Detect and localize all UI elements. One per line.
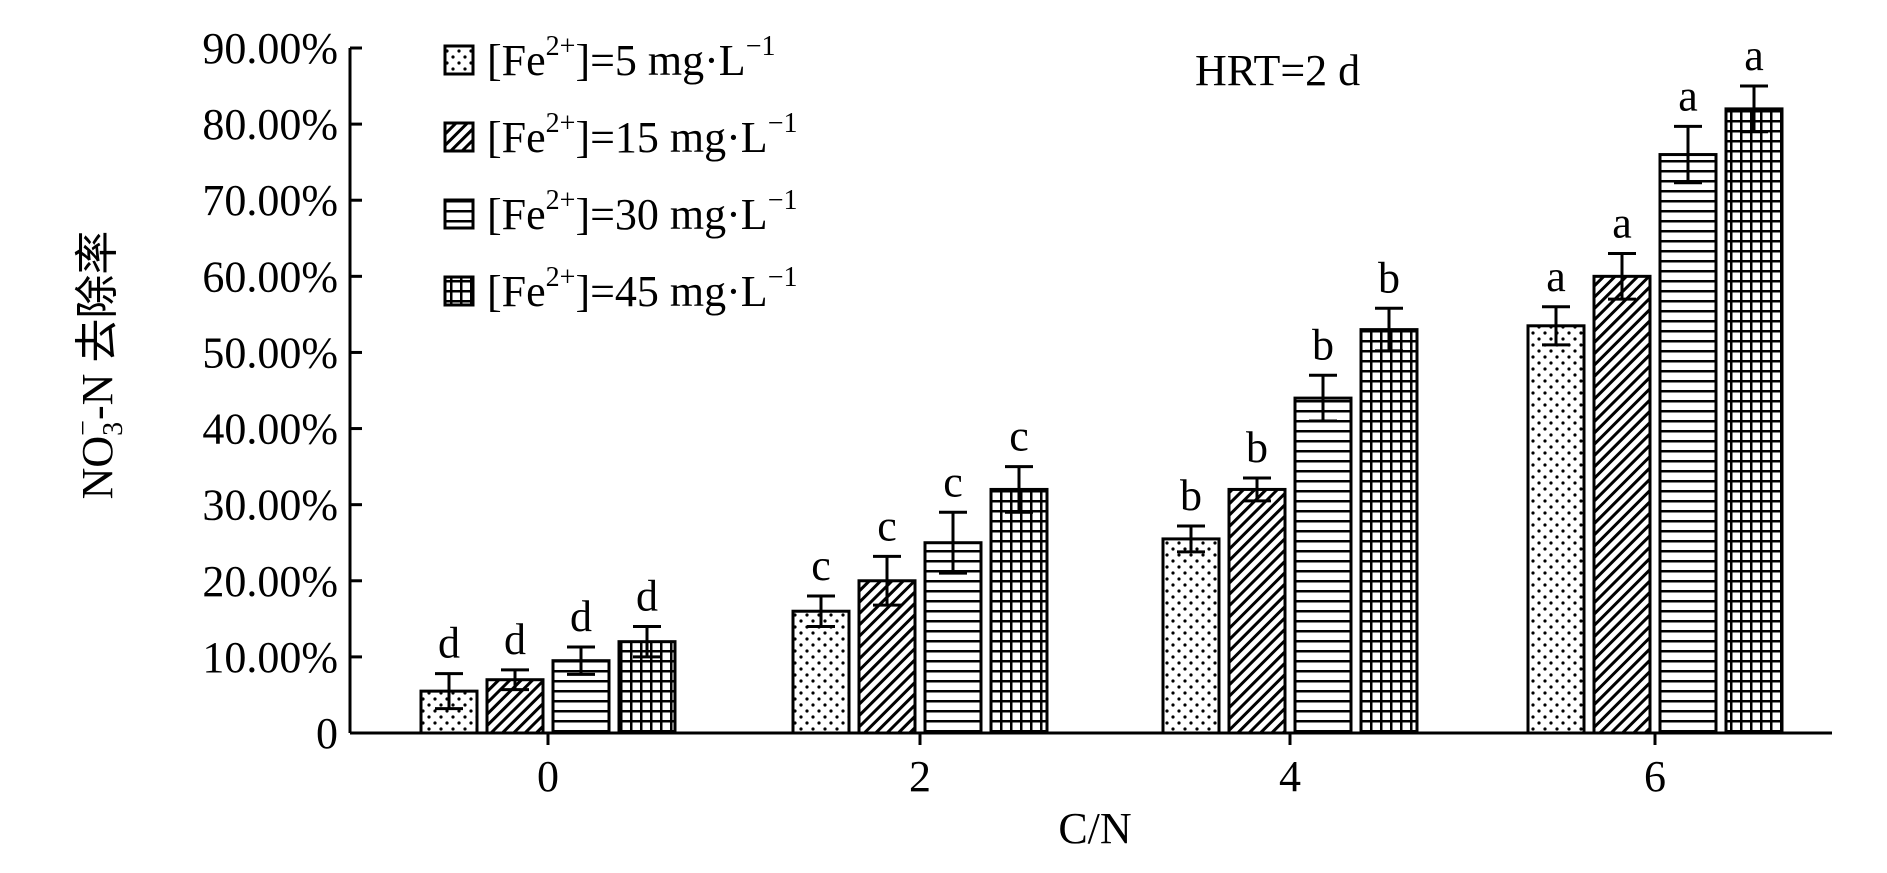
legend-label-sup2: −1	[768, 185, 798, 216]
significance-letter: b	[1378, 253, 1400, 302]
legend-swatch	[443, 198, 475, 230]
significance-letter: b	[1312, 320, 1334, 369]
legend-label-pre: [Fe	[487, 267, 546, 316]
legend-swatch	[443, 44, 475, 76]
y-tick-label: 70.00%	[202, 176, 338, 225]
error-bar	[1674, 124, 1702, 185]
error-bar	[1243, 476, 1271, 503]
error-bar	[435, 672, 463, 711]
error-bar	[873, 554, 901, 607]
legend-label-sup2: −1	[746, 31, 776, 62]
legend-label-sup2: −1	[768, 108, 798, 139]
error-bar	[1740, 84, 1768, 134]
error-bar	[633, 624, 661, 659]
legend-swatch	[443, 275, 475, 307]
legend-item: [Fe2+]=45 mg·L−1	[443, 262, 797, 316]
significance-letter: d	[636, 571, 658, 620]
hrt-annotation: HRT=2 d	[1195, 46, 1360, 95]
y-tick-label: 10.00%	[202, 633, 338, 682]
significance-letter: b	[1180, 471, 1202, 520]
x-tick-label: 0	[537, 752, 559, 801]
y-axis-title: NO3−-N 去除率	[68, 231, 129, 500]
legend-label: [Fe2+]=45 mg·L−1	[487, 262, 797, 316]
y-tick-label: 40.00%	[202, 405, 338, 454]
legend: [Fe2+]=5 mg·L−1[Fe2+]=15 mg·L−1[Fe2+]=30…	[443, 31, 797, 316]
bar	[1293, 396, 1353, 735]
legend-label: [Fe2+]=30 mg·L−1	[487, 185, 797, 239]
error-bar	[567, 645, 595, 676]
y-axis-title-suffix: -N 去除率	[73, 231, 122, 420]
y-tick-label: 90.00%	[202, 24, 338, 73]
axes: 0 10.00% 20.00% 30.00% 40.00% 50.00% 60.00% 70.…	[202, 24, 1832, 801]
significance-letter: d	[504, 615, 526, 664]
y-tick-label: 60.00%	[202, 252, 338, 301]
significance-letter: c	[1009, 412, 1029, 461]
error-bar	[939, 510, 967, 575]
significance-letters-layer: d c b a d c b a d c b a d c b a	[438, 31, 1764, 668]
error-bar	[1608, 252, 1636, 301]
significance-letter: d	[438, 619, 460, 668]
significance-letter: a	[1678, 71, 1698, 120]
error-bar	[1542, 305, 1570, 347]
significance-letter: a	[1612, 199, 1632, 248]
bar	[1227, 487, 1287, 735]
legend-item: [Fe2+]=15 mg·L−1	[443, 108, 797, 162]
legend-label-mid: ]=45 mg·L	[575, 267, 767, 316]
error-bars-layer	[435, 84, 1768, 711]
y-ticks: 0 10.00% 20.00% 30.00% 40.00% 50.00% 60.00% 70.…	[202, 24, 362, 758]
legend-label-sup2: −1	[768, 262, 798, 293]
x-tick-label: 6	[1644, 752, 1666, 801]
legend-label: [Fe2+]=5 mg·L−1	[487, 31, 775, 85]
y-tick-label: 0	[316, 709, 338, 758]
significance-letter: c	[877, 501, 897, 550]
legend-label-sup1: 2+	[546, 31, 576, 62]
legend-label-pre: [Fe	[487, 190, 546, 239]
x-ticks: 0 2 4 6	[537, 733, 1666, 801]
error-bar	[1309, 373, 1337, 423]
error-bar	[501, 668, 529, 692]
legend-label-sup1: 2+	[546, 185, 576, 216]
significance-letter: c	[943, 457, 963, 506]
bar	[1161, 537, 1221, 735]
x-axis-title: C/N	[1058, 804, 1131, 853]
bar	[1592, 274, 1652, 735]
error-bar	[1177, 524, 1205, 554]
y-tick-label: 30.00%	[202, 481, 338, 530]
bar	[1724, 107, 1784, 735]
y-tick-label: 50.00%	[202, 328, 338, 377]
error-bar	[807, 594, 835, 628]
significance-letter: a	[1744, 31, 1764, 80]
x-tick-label: 4	[1279, 752, 1301, 801]
legend-item: [Fe2+]=5 mg·L−1	[443, 31, 775, 85]
legend-label-sup1: 2+	[546, 262, 576, 293]
legend-label-mid: ]=30 mg·L	[575, 190, 767, 239]
legend-label: [Fe2+]=15 mg·L−1	[487, 108, 797, 162]
bar	[1359, 328, 1419, 735]
significance-letter: b	[1246, 423, 1268, 472]
bar	[1658, 153, 1718, 735]
y-axis-title-sup: −	[68, 420, 99, 436]
y-tick-label: 80.00%	[202, 100, 338, 149]
y-tick-label: 20.00%	[202, 557, 338, 606]
significance-letter: c	[811, 541, 831, 590]
bar	[1526, 324, 1586, 735]
significance-letter: a	[1546, 252, 1566, 301]
legend-item: [Fe2+]=30 mg·L−1	[443, 185, 797, 239]
legend-swatch	[443, 121, 475, 153]
legend-label-pre: [Fe	[487, 36, 546, 85]
y-axis-title-prefix: NO	[73, 436, 122, 500]
legend-label-mid: ]=15 mg·L	[575, 113, 767, 162]
significance-letter: d	[570, 592, 592, 641]
legend-label-mid: ]=5 mg·L	[575, 36, 745, 85]
error-bar	[1005, 465, 1033, 514]
error-bar	[1375, 306, 1403, 353]
bar	[989, 487, 1049, 735]
y-axis-title-sub: 3	[98, 422, 129, 436]
legend-label-pre: [Fe	[487, 113, 546, 162]
legend-label-sup1: 2+	[546, 108, 576, 139]
bar	[791, 609, 851, 735]
x-tick-label: 2	[909, 752, 931, 801]
